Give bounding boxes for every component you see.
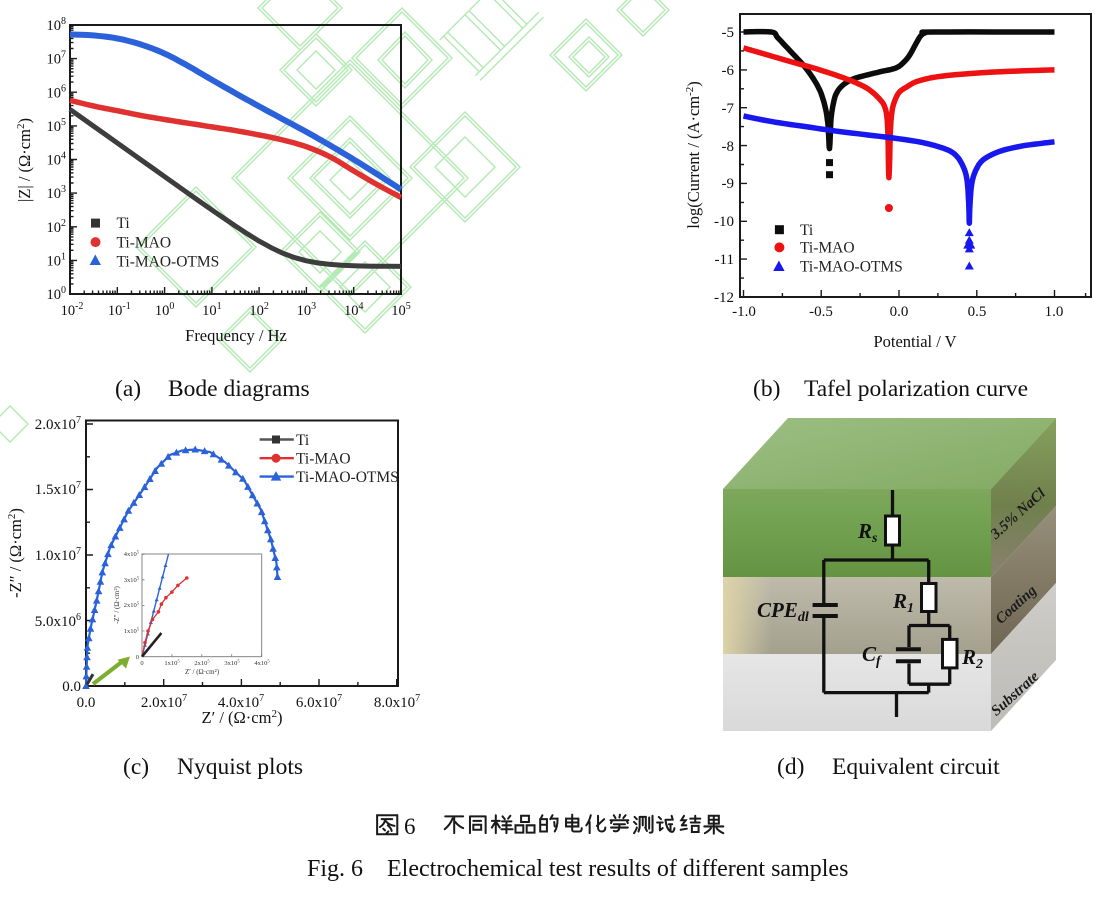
svg-text:1.0x107: 1.0x107 [35, 546, 81, 564]
svg-text:6: 6 [404, 814, 416, 839]
svg-text:Ti-MAO-OTMS: Ti-MAO-OTMS [117, 253, 220, 270]
svg-text:Ti-MAO: Ti-MAO [296, 451, 351, 468]
svg-text:Ti: Ti [117, 215, 131, 232]
svg-text:Equivalent circuit: Equivalent circuit [832, 754, 1000, 780]
svg-text:(c): (c) [123, 754, 149, 780]
svg-text:8.0x107: 8.0x107 [374, 693, 420, 711]
svg-text:-12: -12 [714, 290, 734, 306]
svg-text:Frequency / Hz: Frequency / Hz [185, 326, 287, 345]
svg-text:-10: -10 [714, 214, 734, 230]
svg-text:Ti-MAO-OTMS: Ti-MAO-OTMS [800, 258, 903, 275]
svg-text:1.0: 1.0 [1045, 304, 1064, 320]
svg-text:Fig. 6 Electrochemical test: Fig. 6 Electrochemical test results of d… [307, 856, 848, 882]
svg-text:|Z| / (Ω·cm2): |Z| / (Ω·cm2) [15, 118, 34, 202]
svg-text:0.0: 0.0 [62, 679, 81, 695]
svg-text:0: 0 [136, 654, 139, 661]
svg-text:(d): (d) [777, 754, 804, 780]
svg-text:3x105: 3x105 [124, 576, 140, 585]
svg-text:0: 0 [140, 660, 143, 667]
svg-text:Bode diagrams: Bode diagrams [168, 376, 310, 402]
svg-text:log(Current / (A·cm-2): log(Current / (A·cm-2) [684, 81, 703, 229]
svg-text:1x105: 1x105 [164, 659, 180, 668]
svg-text:Nyquist plots: Nyquist plots [177, 754, 303, 780]
svg-text:1.5x107: 1.5x107 [35, 480, 81, 498]
svg-text:0.0: 0.0 [890, 304, 909, 320]
svg-text:2.0x107: 2.0x107 [35, 415, 81, 433]
svg-text:Z′ / (Ω·cm²): Z′ / (Ω·cm²) [185, 668, 220, 676]
svg-text:4x105: 4x105 [254, 659, 270, 668]
svg-text:Z′ / (Ω·cm2): Z′ / (Ω·cm2) [202, 708, 283, 727]
svg-text:2x105: 2x105 [124, 601, 140, 610]
svg-text:(b): (b) [753, 376, 780, 402]
svg-text:6.0x107: 6.0x107 [296, 693, 342, 711]
svg-text:Potential / V: Potential / V [873, 332, 956, 351]
svg-text:0.5: 0.5 [968, 304, 987, 320]
svg-text:Ti: Ti [800, 222, 814, 239]
svg-text:2x105: 2x105 [194, 659, 210, 668]
svg-text:0.0: 0.0 [77, 695, 96, 711]
svg-text:-8: -8 [722, 139, 735, 155]
svg-text:Tafel polarization curve: Tafel polarization curve [804, 376, 1028, 402]
svg-text:-Z″ / (Ω·cm²): -Z″ / (Ω·cm²) [113, 585, 121, 623]
svg-text:-11: -11 [715, 252, 734, 268]
svg-text:4.0x107: 4.0x107 [218, 693, 264, 711]
svg-text:Ti-MAO-OTMS: Ti-MAO-OTMS [296, 469, 399, 486]
svg-text:1x105: 1x105 [124, 627, 140, 636]
svg-text:5.0x106: 5.0x106 [35, 612, 81, 630]
svg-text:4x105: 4x105 [124, 550, 140, 559]
svg-text:Ti: Ti [296, 432, 310, 449]
svg-text:-6: -6 [722, 63, 735, 79]
svg-text:-0.5: -0.5 [809, 304, 833, 320]
svg-text:-7: -7 [722, 101, 735, 117]
svg-text:Ti-MAO: Ti-MAO [117, 235, 172, 252]
svg-text:-1.0: -1.0 [732, 304, 756, 320]
svg-text:2.0x107: 2.0x107 [141, 693, 187, 711]
svg-text:(a): (a) [115, 376, 141, 402]
svg-text:-Z″ / (Ω·cm2): -Z″ / (Ω·cm2) [6, 508, 25, 598]
svg-text:-5: -5 [722, 25, 735, 41]
svg-text:Ti-MAO: Ti-MAO [800, 240, 855, 257]
svg-text:-9: -9 [722, 176, 735, 192]
svg-text:3x105: 3x105 [224, 659, 240, 668]
